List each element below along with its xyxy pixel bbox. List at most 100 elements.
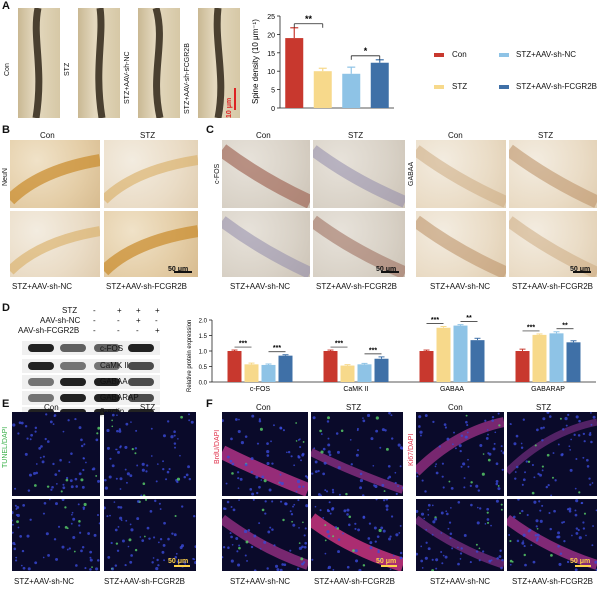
blot-row-cfos: [22, 341, 160, 355]
spine-density-ylabel: Spine density (10 μm⁻¹): [251, 19, 260, 104]
cfos-image-sh-fcgr2b: [313, 211, 405, 277]
tunel-image-con: [12, 412, 100, 496]
c-right-top-label-1: Con: [448, 131, 463, 140]
e-bottom-label-1: STZ+AAV-sh-NC: [14, 577, 75, 586]
cfos-image-stz: [313, 140, 405, 208]
gabaa-image-sh-nc: [416, 211, 506, 277]
c2-bar: [436, 327, 451, 382]
c1-bar: [342, 73, 361, 108]
c2-tick-label: 0.5: [199, 365, 208, 371]
blot-label-actin: β-actin: [100, 407, 124, 416]
c2-bar: [532, 334, 547, 382]
legend-label-stz: STZ: [452, 82, 468, 91]
c2-bar: [244, 364, 259, 382]
c-left-bottom-label-1: STZ+AAV-sh-NC: [230, 282, 291, 291]
scale-bar-label-c-left: 50 μm: [376, 266, 397, 273]
c1-tick-label: 10: [267, 69, 275, 76]
legend: Con STZ STZ+AAV-sh-NC STZ+AAV-sh-FCGR2B: [404, 44, 600, 104]
scale-bar-label-b: 50 μm: [168, 266, 189, 273]
c2-sig-label: ***: [273, 345, 281, 352]
c1-tick-label: 15: [267, 51, 275, 58]
c2-category-label: GABARAP: [531, 386, 565, 393]
e-bottom-label-2: STZ+AAV-sh-FCGR2B: [104, 577, 185, 586]
protein-expression-ylabel: Relative protein expression: [187, 320, 193, 392]
tunel-image-sh-fcgr2b: [104, 499, 196, 571]
legend-label-sh-nc: STZ+AAV-sh-NC: [516, 50, 577, 59]
f-left-top-label-2: STZ: [346, 403, 362, 412]
gabaa-image-sh-fcgr2b: [509, 211, 597, 277]
blot-row-gabarap: [22, 391, 160, 405]
condition-mark: -: [93, 316, 96, 325]
condition-mark: +: [136, 306, 141, 315]
e-top-label-2: STZ: [140, 403, 156, 412]
condition-mark: -: [136, 326, 139, 335]
tunel-image-stz: [104, 412, 196, 496]
scale-bar-line: [234, 88, 236, 110]
dendrite-image-stz: [78, 8, 120, 118]
legend-swatch-con: [434, 53, 444, 57]
brdu-image-stz: [311, 412, 403, 496]
c1-bar: [285, 38, 304, 108]
image-label-sh-fcgr2b: STZ+AAV-sh-FCGR2B: [184, 43, 191, 114]
cfos-image-con: [222, 140, 310, 208]
c-left-side-label: c-FOS: [214, 163, 221, 184]
image-label-sh-nc: STZ+AAV-sh-NC: [124, 51, 131, 104]
gabaa-image-con: [416, 140, 506, 208]
brdu-image-sh-fcgr2b: [311, 499, 403, 571]
condition-mark: -: [93, 326, 96, 335]
e-side-label: TUNEL/DAPI: [2, 426, 9, 468]
legend-swatch-sh-fcgr2b: [499, 85, 509, 89]
condition-mark: +: [155, 326, 160, 335]
c1-tick-label: 25: [267, 14, 275, 21]
neun-image-sh-nc: [10, 211, 100, 277]
c2-category-label: c-FOS: [250, 386, 271, 393]
c1-bar: [370, 62, 389, 108]
c2-tick-label: 1.0: [199, 350, 208, 356]
f-left-bottom-label-2: STZ+AAV-sh-FCGR2B: [314, 577, 395, 586]
scale-bar-f-right: [575, 565, 591, 567]
c2-category-label: GABAA: [440, 386, 464, 393]
legend-swatch-sh-nc: [499, 53, 509, 57]
c2-sig-label: ***: [335, 341, 343, 348]
f-right-top-label-1: Con: [448, 403, 463, 412]
c2-category-label: CaMK II: [343, 386, 368, 393]
c2-sig-label: ***: [239, 341, 247, 348]
c-right-side-label: GABAA: [408, 161, 415, 186]
c-left-top-label-2: STZ: [348, 131, 364, 140]
blot-row-camk2: [22, 359, 160, 373]
c-right-top-label-2: STZ: [538, 131, 554, 140]
neun-image-con: [10, 140, 100, 208]
c2-bar: [453, 325, 468, 382]
e-top-label-1: Con: [44, 403, 59, 412]
legend-label-con: Con: [452, 50, 467, 59]
blot-label-gabaa: GABAA: [100, 377, 128, 386]
c2-bar: [470, 340, 485, 382]
scale-bar-e: [174, 565, 190, 567]
panel-letter-c: C: [206, 124, 214, 136]
scale-bar-c-left: [381, 271, 399, 273]
blot-label-gabarap: GABARAP: [100, 393, 139, 402]
protein-expression-chart: Relative protein expression 0.0 0.5 1.0 1.5…: [187, 315, 596, 393]
f-left-top-label-1: Con: [256, 403, 271, 412]
condition-mark: +: [155, 306, 160, 315]
b-bottom-label-2: STZ+AAV-sh-FCGR2B: [106, 282, 187, 291]
b-top-label-2: STZ: [140, 131, 156, 140]
dendrite-image-sh-fcgr2b: [198, 8, 240, 118]
panel-letter-a: A: [2, 0, 10, 12]
c2-sig-label: **: [562, 322, 568, 329]
f-left-bottom-label-1: STZ+AAV-sh-NC: [230, 577, 291, 586]
panel-letter-d: D: [2, 302, 10, 314]
condition-mark: -: [93, 306, 96, 315]
scale-bar-b: [174, 271, 192, 273]
c2-sig-label: ***: [527, 324, 535, 331]
c2-bar: [278, 355, 293, 382]
f-right-top-label-2: STZ: [536, 403, 552, 412]
panel-letter-f: F: [206, 398, 213, 410]
condition-mark: -: [155, 316, 158, 325]
c1-tick-label: 0: [271, 106, 275, 113]
c2-bar: [357, 364, 372, 382]
b-side-label: NeuN: [2, 168, 9, 186]
f-left-side-label: BrdU/DAPI: [214, 429, 221, 464]
ki67-image-sh-nc: [416, 499, 504, 571]
